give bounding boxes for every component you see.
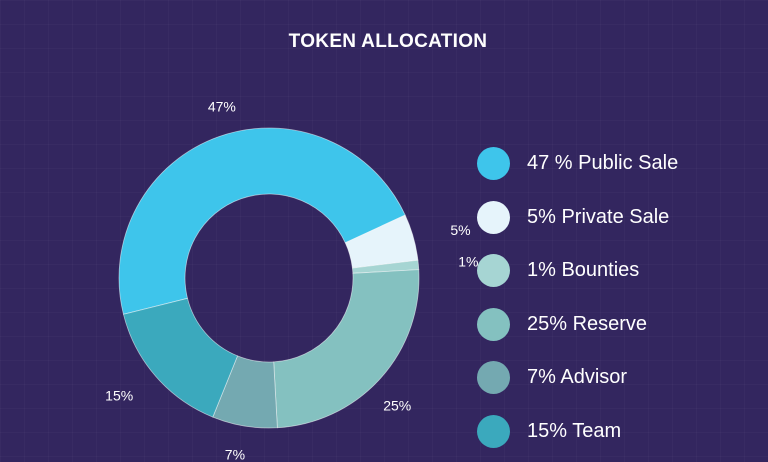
legend-label: 25% Reserve <box>527 312 648 335</box>
legend-label: 7% Advisor <box>527 366 628 389</box>
legend-swatch <box>477 307 510 341</box>
slice-47-public-sale <box>118 127 406 315</box>
slice-15-team <box>122 297 239 418</box>
legend: 47 % Public Sale 5% Private Sale 1% Bounti… <box>477 137 678 458</box>
legend-item: 25% Reserve <box>477 298 678 352</box>
legend-label: 1% Bounties <box>527 259 640 282</box>
data-label: 15% <box>105 388 133 404</box>
data-label: 47% <box>208 98 236 114</box>
data-label: 5% <box>450 222 470 238</box>
legend-label: 5% Private Sale <box>527 205 670 228</box>
legend-item: 47 % Public Sale <box>477 137 678 191</box>
legend-item: 5% Private Sale <box>477 191 678 245</box>
legend-swatch <box>477 147 510 181</box>
legend-swatch <box>477 254 510 288</box>
legend-item: 15% Team <box>477 405 678 459</box>
chart-title: TOKEN ALLOCATION <box>288 31 488 52</box>
legend-item: 7% Advisor <box>477 351 678 405</box>
data-label: 25% <box>383 397 411 413</box>
legend-swatch <box>477 414 510 448</box>
legend-swatch <box>477 200 510 234</box>
data-label: 7% <box>225 446 245 462</box>
slice-25-reserve <box>273 269 420 429</box>
legend-swatch <box>477 361 510 395</box>
data-label: 1% <box>458 254 478 270</box>
legend-label: 15% Team <box>527 419 622 442</box>
legend-item: 1% Bounties <box>477 244 678 298</box>
legend-label: 47 % Public Sale <box>527 152 679 175</box>
